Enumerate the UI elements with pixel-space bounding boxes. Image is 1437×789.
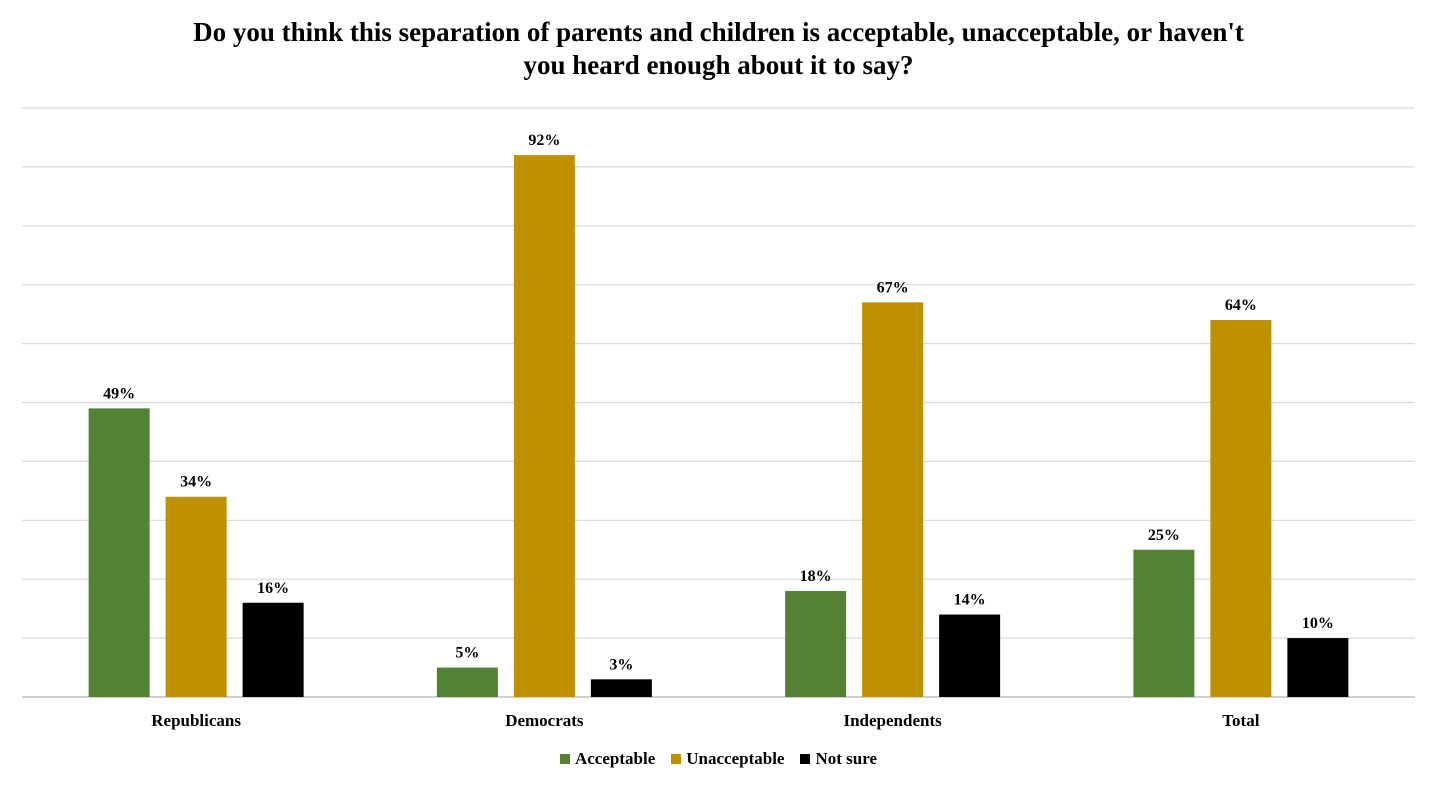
data-label: 25% [1148, 527, 1180, 544]
legend-item: Not sure [800, 749, 877, 769]
data-label: 49% [103, 385, 135, 402]
category-axis: Republicans Democrats Independents Total [151, 711, 1259, 730]
legend-label: Unacceptable [686, 749, 785, 768]
legend-label: Not sure [815, 749, 878, 768]
chart-title: Do you think this separation of parents … [193, 17, 1244, 80]
legend: Acceptable Unacceptable Not sure [0, 749, 1437, 769]
legend-item: Unacceptable [671, 749, 784, 769]
legend-label: Acceptable [574, 749, 656, 768]
gridlines [22, 107, 1415, 698]
bar-republicans-not-sure [242, 602, 304, 697]
bar-democrats-not-sure [590, 679, 652, 697]
bar-independents-acceptable [785, 590, 847, 697]
data-label: 14% [954, 592, 986, 609]
legend-swatch [671, 754, 682, 764]
bar-total-not-sure [1287, 638, 1349, 697]
legend-item: Acceptable [559, 749, 656, 769]
legend-swatch [800, 754, 811, 764]
bar-democrats-unacceptable [513, 155, 575, 697]
bar-total-unacceptable [1210, 320, 1272, 697]
data-label: 3% [609, 656, 633, 673]
bars [88, 155, 1349, 697]
category-label: Democrats [505, 711, 584, 730]
category-label: Republicans [151, 711, 241, 730]
data-label: 92% [528, 132, 560, 149]
data-label: 64% [1225, 297, 1257, 314]
bar-republicans-unacceptable [165, 496, 227, 697]
bar-independents-unacceptable [862, 302, 924, 697]
legend-swatch [559, 754, 570, 764]
category-label: Total [1222, 711, 1259, 730]
bar-republicans-acceptable [88, 408, 150, 697]
bar-democrats-acceptable [436, 667, 498, 697]
data-label: 10% [1302, 615, 1334, 632]
data-label: 34% [180, 474, 212, 491]
bar-total-acceptable [1133, 549, 1195, 697]
data-label: 18% [800, 568, 832, 585]
data-label: 67% [877, 279, 909, 296]
data-labels: 49% 34% 16% 5% 92% 3% 18% 67% 14% 25% 64% 10% [103, 132, 1334, 673]
category-label: Independents [843, 711, 942, 730]
data-label: 5% [455, 645, 479, 662]
data-label: 16% [257, 580, 289, 597]
bar-independents-not-sure [939, 614, 1001, 697]
